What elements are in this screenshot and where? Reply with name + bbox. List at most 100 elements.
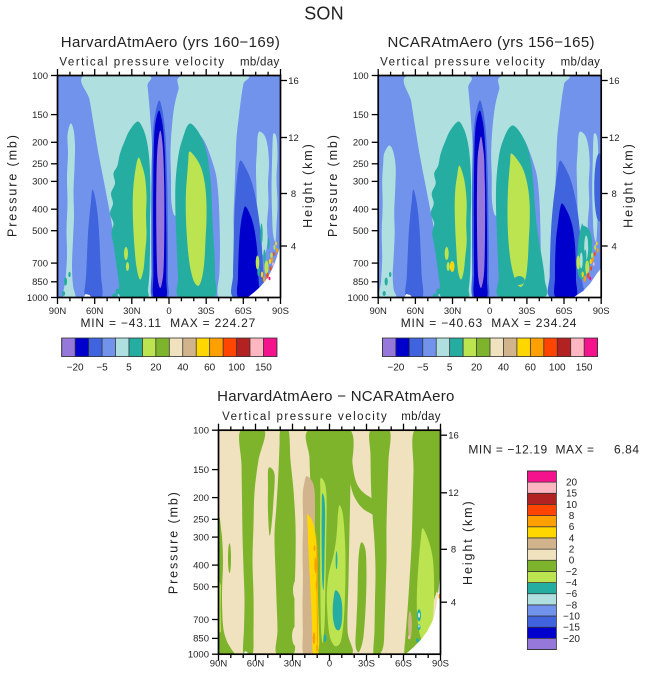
svg-text:4: 4 (291, 241, 296, 252)
svg-text:30S: 30S (198, 306, 215, 317)
svg-text:0: 0 (327, 658, 332, 669)
svg-text:500: 500 (193, 582, 209, 593)
svg-text:30S: 30S (518, 306, 535, 317)
svg-text:HarvardAtmAero − NCARAtmAero: HarvardAtmAero − NCARAtmAero (217, 388, 455, 405)
svg-text:250: 250 (193, 515, 209, 526)
svg-text:300: 300 (353, 177, 369, 188)
svg-text:700: 700 (32, 258, 48, 269)
svg-text:−2: −2 (566, 567, 578, 578)
svg-text:5: 5 (447, 363, 453, 374)
svg-text:−10: −10 (563, 611, 580, 622)
svg-text:100: 100 (228, 363, 245, 374)
svg-text:MIN = −43.11 MAX = 224.27: MIN = −43.11 MAX = 224.27 (80, 316, 256, 330)
svg-text:Vertical pressure velocity: Vertical pressure velocity (380, 57, 546, 69)
svg-text:1000: 1000 (27, 293, 48, 304)
svg-text:300: 300 (193, 532, 209, 543)
svg-text:90S: 90S (593, 306, 610, 317)
svg-text:2: 2 (569, 545, 575, 556)
svg-text:200: 200 (32, 138, 48, 149)
svg-text:1000: 1000 (348, 293, 369, 304)
svg-text:100: 100 (549, 363, 566, 374)
svg-text:Height (km): Height (km) (301, 142, 315, 228)
svg-text:mb/day: mb/day (401, 411, 441, 423)
svg-text:Pressure (mb): Pressure (mb) (167, 490, 181, 594)
svg-text:Height (km): Height (km) (622, 142, 636, 228)
svg-text:30N: 30N (444, 306, 462, 317)
svg-text:MIN = −40.63 MAX = 234.24: MIN = −40.63 MAX = 234.24 (401, 316, 578, 330)
svg-text:1000: 1000 (188, 650, 209, 661)
svg-text:10: 10 (566, 500, 578, 511)
svg-text:4: 4 (612, 241, 617, 252)
svg-text:NCARAtmAero (yrs 156−165): NCARAtmAero (yrs 156−165) (387, 34, 595, 51)
svg-text:60: 60 (525, 363, 537, 374)
svg-text:30N: 30N (284, 658, 302, 669)
svg-text:12: 12 (288, 133, 299, 144)
svg-text:250: 250 (32, 159, 48, 170)
svg-text:150: 150 (32, 110, 48, 121)
svg-text:200: 200 (353, 138, 369, 149)
svg-text:mb/day: mb/day (561, 57, 601, 69)
svg-text:100: 100 (32, 71, 48, 82)
svg-text:40: 40 (498, 363, 510, 374)
svg-text:−5: −5 (96, 363, 108, 374)
svg-text:100: 100 (193, 426, 209, 437)
svg-text:60: 60 (204, 363, 216, 374)
svg-text:8: 8 (569, 511, 575, 522)
svg-text:150: 150 (193, 465, 209, 476)
svg-text:60N: 60N (86, 306, 104, 317)
svg-text:90S: 90S (272, 306, 289, 317)
svg-text:mb/day: mb/day (240, 57, 280, 69)
svg-text:400: 400 (193, 560, 209, 571)
svg-text:4: 4 (569, 533, 575, 544)
svg-text:8: 8 (451, 545, 456, 556)
svg-text:300: 300 (32, 177, 48, 188)
svg-text:−5: −5 (417, 363, 429, 374)
svg-text:−20: −20 (387, 363, 404, 374)
svg-text:60N: 60N (407, 306, 425, 317)
svg-text:−20: −20 (67, 363, 84, 374)
svg-text:MIN = −12.19 MAX = 6.84: MIN = −12.19 MAX = 6.84 (468, 443, 639, 457)
svg-text:Height (km): Height (km) (461, 499, 475, 585)
svg-text:400: 400 (353, 204, 369, 215)
svg-text:850: 850 (353, 277, 369, 288)
svg-text:8: 8 (612, 189, 617, 200)
svg-text:700: 700 (353, 258, 369, 269)
svg-text:12: 12 (609, 133, 620, 144)
svg-text:150: 150 (255, 363, 272, 374)
svg-text:16: 16 (609, 76, 620, 87)
svg-text:60N: 60N (247, 658, 265, 669)
svg-text:200: 200 (193, 493, 209, 504)
svg-text:90S: 90S (432, 658, 449, 669)
svg-text:850: 850 (32, 277, 48, 288)
svg-text:Pressure (mb): Pressure (mb) (326, 133, 340, 237)
svg-text:12: 12 (448, 488, 459, 499)
svg-text:30S: 30S (358, 658, 375, 669)
svg-text:5: 5 (126, 363, 132, 374)
svg-text:500: 500 (32, 226, 48, 237)
svg-text:150: 150 (576, 363, 593, 374)
svg-text:Pressure (mb): Pressure (mb) (6, 133, 20, 237)
svg-text:HarvardAtmAero (yrs 160−169): HarvardAtmAero (yrs 160−169) (61, 34, 280, 51)
svg-text:20: 20 (566, 478, 578, 489)
svg-text:90N: 90N (369, 306, 387, 317)
svg-text:Vertical pressure velocity: Vertical pressure velocity (222, 411, 388, 423)
svg-text:850: 850 (193, 634, 209, 645)
svg-text:6: 6 (569, 522, 575, 533)
svg-text:90N: 90N (210, 658, 228, 669)
svg-text:0: 0 (569, 556, 575, 567)
svg-text:0: 0 (487, 306, 492, 317)
svg-text:15: 15 (566, 489, 578, 500)
svg-text:500: 500 (353, 226, 369, 237)
svg-text:16: 16 (448, 431, 459, 442)
svg-text:20: 20 (471, 363, 483, 374)
svg-text:16: 16 (288, 76, 299, 87)
svg-text:30N: 30N (123, 306, 141, 317)
svg-text:0: 0 (166, 306, 171, 317)
svg-text:700: 700 (193, 615, 209, 626)
svg-text:100: 100 (353, 71, 369, 82)
svg-text:40: 40 (177, 363, 189, 374)
svg-text:20: 20 (150, 363, 162, 374)
svg-text:90N: 90N (49, 306, 67, 317)
svg-text:250: 250 (353, 159, 369, 170)
svg-text:60S: 60S (395, 658, 412, 669)
